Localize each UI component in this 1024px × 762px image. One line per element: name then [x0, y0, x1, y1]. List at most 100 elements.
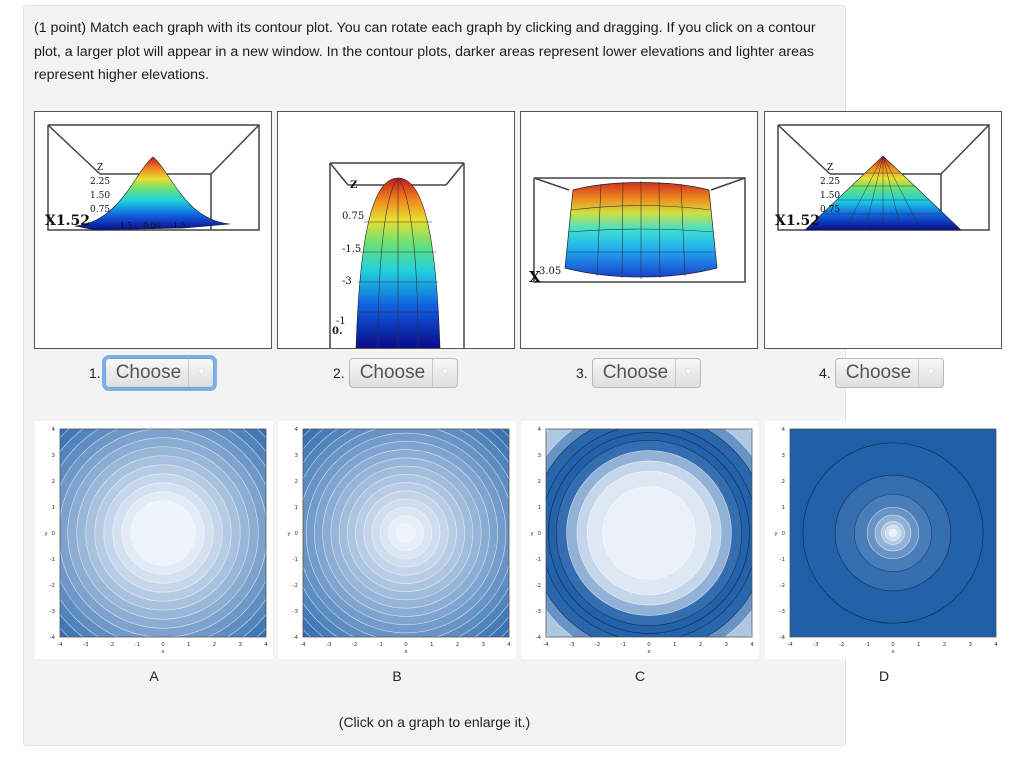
x-tick-label: 3 [725, 642, 729, 648]
graph-number-2: 2. [333, 365, 345, 381]
contour-plot-a[interactable]: -4 -4 -3 -3 -2 -2 -1 -1 0 0 1 1 2 2 3 3 4 4 x y [35, 421, 273, 659]
graph4-z-label: Z [827, 163, 833, 173]
graph1-tick: 1.5 [173, 221, 186, 230]
x-tick-label: -4 [57, 642, 63, 648]
x-tick-label: 4 [750, 642, 754, 648]
x-axis-label: x [404, 649, 408, 655]
y-tick-label: 1 [538, 505, 542, 511]
surface-graph-2-canvas: Z 0.75 -1.5 -3 0. -1 [329, 162, 465, 348]
match-select-2-value: Choose [359, 362, 426, 383]
match-select-3[interactable]: Choose ▼ [591, 358, 702, 388]
contour-ring [888, 528, 898, 538]
y-tick-label: 1 [52, 505, 56, 511]
x-tick-label: -1 [621, 642, 626, 648]
y-tick-label: 0 [538, 531, 542, 537]
y-tick-label: 1 [782, 505, 786, 511]
x-tick-label: 3 [482, 642, 486, 648]
y-tick-label: 2 [52, 479, 56, 485]
y-tick-label: 2 [538, 479, 542, 485]
surface-graph-1-canvas: Z 2.25 1.50 0.75 X1.52 -1.5 0.00 1.5 [45, 124, 260, 231]
graph2-tick: -1 [336, 316, 346, 327]
contour-ring [130, 500, 196, 566]
y-tick-label: -3 [50, 609, 56, 615]
y-tick-label: -2 [536, 583, 541, 589]
contour-label-d: D [878, 668, 890, 684]
match-row-1: 1. Choose ▼ [89, 356, 215, 390]
contour-label-b: B [392, 668, 402, 684]
x-tick-label: 1 [917, 642, 921, 648]
match-row-4: 4. Choose ▼ [819, 356, 945, 390]
x-tick-label: -3 [569, 642, 575, 648]
graph4-x-label: X1.52 [775, 213, 820, 229]
x-tick-label: -3 [326, 642, 332, 648]
x-tick-label: -2 [352, 642, 357, 648]
x-tick-label: -3 [83, 642, 89, 648]
x-tick-label: 1 [430, 642, 434, 648]
graph4-tick: 2.25 [820, 177, 840, 187]
y-axis-label: y [774, 531, 778, 537]
graph-number-1: 1. [89, 365, 101, 381]
graph4-tick: 0.75 [820, 205, 840, 215]
surface-graph-1[interactable]: Z 2.25 1.50 0.75 X1.52 -1.5 0.00 1.5 [34, 111, 272, 349]
y-tick-label: -3 [780, 609, 786, 615]
x-axis-label: x [891, 649, 895, 655]
y-tick-label: 4 [52, 427, 56, 433]
chevron-down-icon: ▼ [918, 359, 943, 387]
graph2-z-label: Z [350, 180, 357, 191]
contour-plot-d[interactable]: -4 -4 -3 -3 -2 -2 -1 -1 0 0 1 1 2 2 3 3 4 4 x y [765, 421, 1003, 659]
y-tick-label: -1 [50, 557, 55, 563]
y-tick-label: 0 [52, 531, 56, 537]
surface-graph-3[interactable]: X 3.05 [520, 111, 758, 349]
graph1-tick: -1.5 [117, 221, 132, 230]
match-select-2[interactable]: Choose ▼ [348, 358, 459, 388]
x-tick-label: -1 [378, 642, 383, 648]
y-tick-label: -2 [293, 583, 298, 589]
x-tick-label: 0 [404, 642, 408, 648]
x-tick-label: -3 [813, 642, 819, 648]
y-tick-label: 3 [52, 453, 56, 459]
x-tick-label: 0 [161, 642, 165, 648]
contour-label-c: C [634, 668, 646, 684]
chevron-down-icon: ▼ [675, 359, 700, 387]
graph2-tick: 0.75 [342, 211, 364, 222]
x-tick-label: -2 [839, 642, 844, 648]
graph1-tick: 0.00 [143, 221, 161, 230]
match-select-1-value: Choose [115, 362, 182, 383]
surface-graph-2[interactable]: Z 0.75 -1.5 -3 0. -1 [277, 111, 515, 349]
x-tick-label: 0 [891, 642, 895, 648]
match-select-3-value: Choose [602, 362, 669, 383]
match-row-3: 3. Choose ▼ [576, 356, 702, 390]
contour-plot-d-canvas: -4-4 -3 -3 -2 -2 -1 -1 0 0 1 1 2 2 3 3 4 4 x y [774, 427, 998, 655]
contour-plot-a-canvas: -4-4 -3 -3 -2 -2 -1 -1 0 0 1 1 2 2 3 3 4 4 x y [44, 427, 268, 655]
y-tick-label: -4 [536, 635, 542, 641]
graph4-tick: 1.50 [820, 191, 840, 201]
x-tick-label: -1 [135, 642, 140, 648]
x-tick-label: 1 [187, 642, 191, 648]
chevron-down-icon: ▼ [188, 359, 213, 387]
graph3-tick: 3.05 [539, 266, 561, 277]
y-tick-label: -3 [293, 609, 299, 615]
graph-number-4: 4. [819, 365, 831, 381]
x-tick-label: 2 [943, 642, 947, 648]
x-axis-label: x [647, 649, 651, 655]
x-tick-label: 4 [507, 642, 511, 648]
y-tick-label: 0 [782, 531, 786, 537]
graph2-tick: 0. [332, 326, 342, 337]
y-tick-label: -4 [50, 635, 56, 641]
surface-graph-4[interactable]: Z 2.25 1.50 0.75 X1.52 [764, 111, 1002, 349]
x-tick-label: 3 [969, 642, 973, 648]
y-tick-label: -2 [50, 583, 55, 589]
x-tick-label: -2 [595, 642, 600, 648]
match-select-1[interactable]: Choose ▼ [104, 358, 215, 388]
match-select-4[interactable]: Choose ▼ [834, 358, 945, 388]
contour-ring [602, 486, 696, 580]
y-tick-label: 4 [538, 427, 542, 433]
y-axis-label: y [530, 531, 534, 537]
contour-plot-c[interactable]: -4 -4 -3 -3 -2 -2 -1 -1 0 0 1 1 2 2 3 3 4 4 x y [521, 421, 759, 659]
y-tick-label: -1 [536, 557, 541, 563]
contour-plot-b[interactable]: -4 -4 -3 -3 -2 -2 -1 -1 0 0 1 1 2 2 3 3 4 4 x y [278, 421, 516, 659]
y-tick-label: -4 [780, 635, 786, 641]
match-select-4-value: Choose [845, 362, 912, 383]
y-tick-label: 4 [295, 427, 299, 433]
graph2-tick: -3 [342, 276, 352, 287]
